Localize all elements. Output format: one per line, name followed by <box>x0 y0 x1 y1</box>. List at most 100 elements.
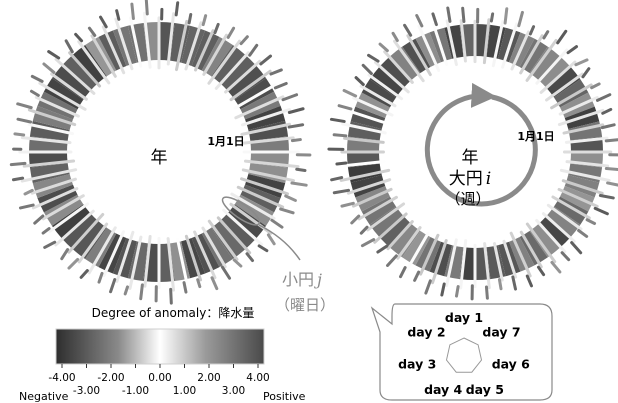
ring-tine <box>90 34 117 78</box>
large-circle-arrow <box>424 82 538 207</box>
ring-tine-tip <box>16 117 33 124</box>
day-label: day 3 <box>398 356 436 371</box>
ring-tine <box>343 136 385 144</box>
large-circle-label-text: 大円 <box>449 169 483 189</box>
ring-tine <box>234 95 285 120</box>
ring-tine <box>406 34 432 77</box>
day-label: day 7 <box>482 324 520 339</box>
ring-tine <box>386 220 414 251</box>
day-label: day 4 <box>424 382 462 397</box>
ring-tine <box>48 202 90 233</box>
ring-tine <box>50 72 88 101</box>
ring-tine <box>115 230 135 283</box>
ring-tine <box>445 238 458 288</box>
ring-tine <box>546 203 583 231</box>
ring-tine <box>346 178 392 195</box>
ring-tine <box>240 108 291 127</box>
ring-tine-tip <box>269 68 283 76</box>
ring-tine-tip <box>201 14 208 27</box>
small-circle-var: j <box>314 270 322 289</box>
ring-tine-tip <box>360 238 376 248</box>
ring-tine-tip <box>123 285 129 296</box>
ring-tine <box>539 60 577 94</box>
ring-left-date-label: 1月1日 <box>207 135 244 148</box>
ring-tine-tip <box>330 176 344 182</box>
ring-tine-tip <box>270 218 284 229</box>
ring-tine <box>393 39 425 83</box>
ring-tine-tip <box>139 283 144 301</box>
ring-segment <box>379 56 412 89</box>
large-circle-sub: （週） <box>445 190 490 208</box>
ring-tine-tip <box>226 26 236 39</box>
ring-segment <box>211 220 246 259</box>
ring-tine <box>419 233 440 276</box>
ring-tine <box>175 19 189 72</box>
ring-left-center-label: 年 <box>151 148 168 168</box>
ring-tine-tip <box>245 252 255 263</box>
ring-segment <box>379 215 412 248</box>
ring-tine <box>129 16 143 68</box>
small-circle-sub: （曜日） <box>275 296 335 314</box>
ring-tine-tip <box>29 89 40 97</box>
ring-tine-tip <box>367 53 380 63</box>
ring-segment <box>546 206 581 237</box>
ring-tine <box>20 168 78 183</box>
ring-tine <box>20 136 72 145</box>
ring-tine <box>383 50 414 84</box>
ring-tine-tip <box>259 54 272 66</box>
ring-tine <box>341 122 387 135</box>
ring-tine <box>557 187 599 208</box>
ring-tine <box>417 24 441 72</box>
ring-segment <box>211 45 246 84</box>
ring-tine-tip <box>585 218 597 226</box>
ring-tine-tip <box>337 104 353 111</box>
ring-tine <box>27 122 75 136</box>
ring-tine-tip <box>350 214 361 225</box>
ring-tine <box>67 212 105 254</box>
ring-tine-tip <box>570 241 583 255</box>
ring-tine-tip <box>23 188 34 196</box>
ring-tine-tip <box>248 43 259 57</box>
ring-segment <box>546 67 581 98</box>
ring-tine <box>562 123 605 135</box>
ring-tine-tip <box>335 161 348 166</box>
ring-segment <box>390 223 421 258</box>
ring-segment <box>52 65 91 100</box>
ring-tine <box>541 212 576 243</box>
legend-tick-label: -3.00 <box>73 385 100 397</box>
legend-tick-label: 0.00 <box>148 372 171 384</box>
ring-tine-tip <box>210 276 219 291</box>
ring-tine-tip <box>174 1 180 17</box>
ring-tine <box>491 19 505 68</box>
ring-tine <box>432 22 449 67</box>
ring-tine <box>184 234 203 282</box>
ring-tine <box>236 185 285 209</box>
ring-tine-tip <box>232 258 243 268</box>
ring-segment <box>369 67 404 98</box>
ring-tine <box>38 81 87 111</box>
ring-tine <box>519 230 543 269</box>
ring-tine-tip <box>581 67 591 79</box>
ring-tine-tip <box>67 257 80 270</box>
anomaly-ring-right <box>327 6 618 301</box>
ring-tine-tip <box>281 93 299 102</box>
ring-tine-tip <box>144 0 149 16</box>
ring-tine-tip <box>11 176 25 182</box>
ring-tine-tip <box>169 287 173 305</box>
ring-tine <box>240 122 292 136</box>
ring-segment <box>390 46 421 81</box>
ring-tine-tip <box>525 274 533 288</box>
ring-tine <box>176 237 189 285</box>
ring-tine-tip <box>431 12 438 27</box>
ring-segment <box>529 46 560 81</box>
ring-tine-tip <box>239 35 249 46</box>
ring-tine <box>351 187 393 208</box>
ring-tine-tip <box>290 138 302 143</box>
ring-tine-tip <box>590 82 601 90</box>
ring-tine <box>525 222 557 264</box>
ring-tine <box>214 51 250 90</box>
ring-segment <box>369 206 404 237</box>
ring-tine <box>240 177 290 196</box>
ring-segment <box>61 54 98 91</box>
ring-tine <box>565 160 610 168</box>
